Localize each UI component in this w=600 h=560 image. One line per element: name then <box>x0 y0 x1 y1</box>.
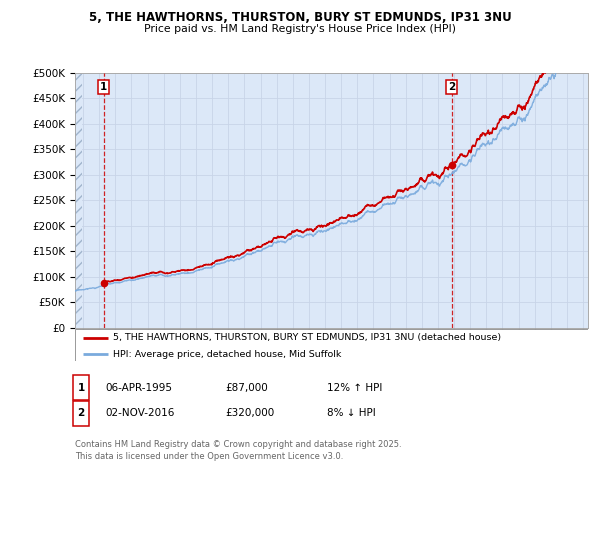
Text: 2: 2 <box>448 82 455 92</box>
Bar <box>75 73 82 328</box>
Text: Contains HM Land Registry data © Crown copyright and database right 2025.
This d: Contains HM Land Registry data © Crown c… <box>75 440 401 461</box>
Text: Price paid vs. HM Land Registry's House Price Index (HPI): Price paid vs. HM Land Registry's House … <box>144 24 456 34</box>
FancyBboxPatch shape <box>73 375 89 400</box>
Text: 02-NOV-2016: 02-NOV-2016 <box>105 408 175 418</box>
Text: 06-APR-1995: 06-APR-1995 <box>105 382 172 393</box>
FancyBboxPatch shape <box>73 400 89 426</box>
Text: 12% ↑ HPI: 12% ↑ HPI <box>327 382 382 393</box>
Text: HPI: Average price, detached house, Mid Suffolk: HPI: Average price, detached house, Mid … <box>113 349 342 358</box>
Text: 5, THE HAWTHORNS, THURSTON, BURY ST EDMUNDS, IP31 3NU: 5, THE HAWTHORNS, THURSTON, BURY ST EDMU… <box>89 11 511 24</box>
Text: 1: 1 <box>100 82 107 92</box>
Text: 8% ↓ HPI: 8% ↓ HPI <box>327 408 376 418</box>
Text: 5, THE HAWTHORNS, THURSTON, BURY ST EDMUNDS, IP31 3NU (detached house): 5, THE HAWTHORNS, THURSTON, BURY ST EDMU… <box>113 333 502 342</box>
Text: 1: 1 <box>77 382 85 393</box>
Text: £87,000: £87,000 <box>225 382 268 393</box>
Text: £320,000: £320,000 <box>225 408 274 418</box>
Text: 2: 2 <box>77 408 85 418</box>
